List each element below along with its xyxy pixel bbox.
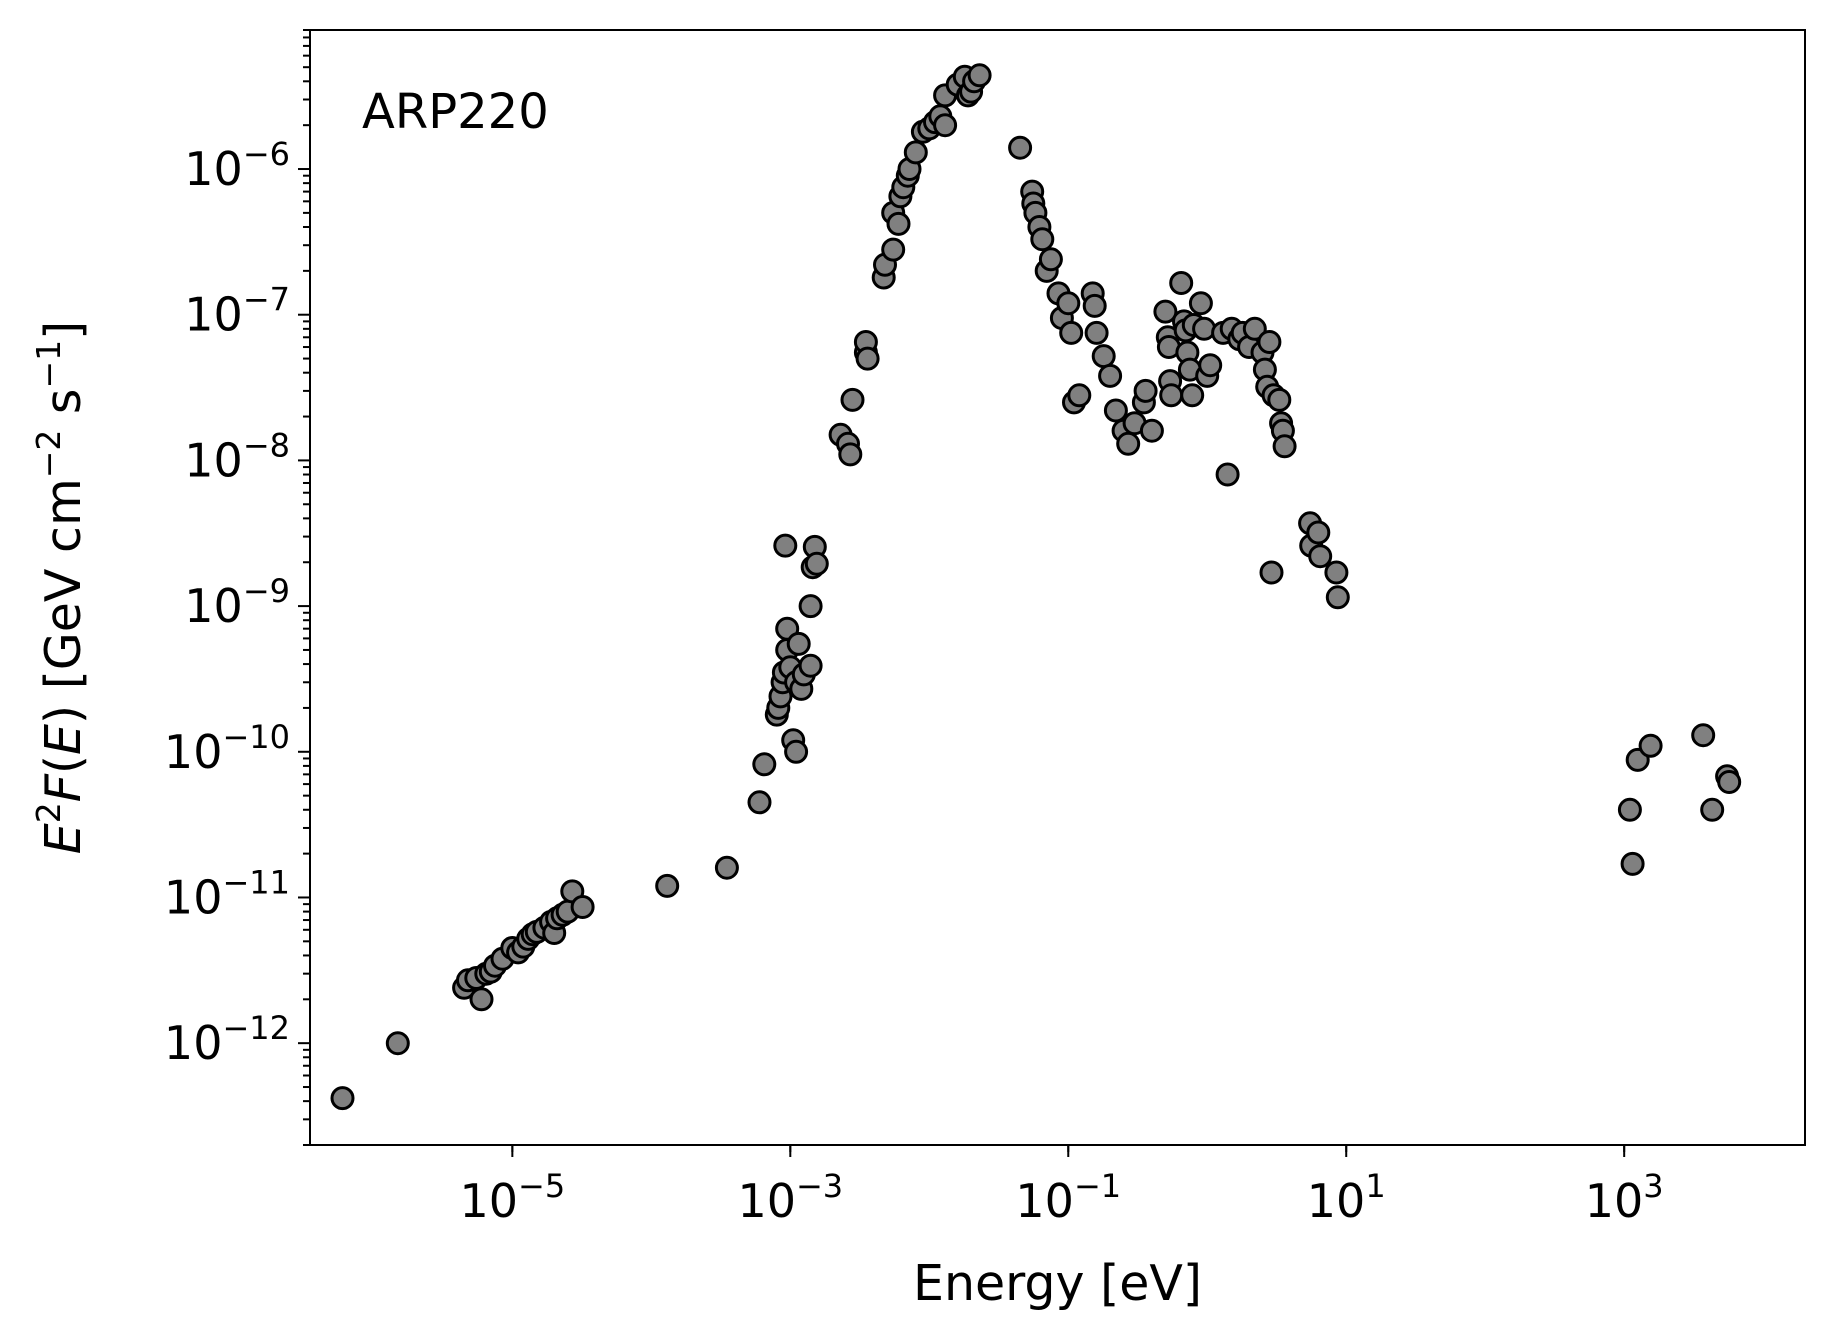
- data-point: [655, 873, 680, 898]
- data-point: [1056, 291, 1081, 316]
- data-point: [1030, 227, 1055, 252]
- data-point: [1059, 320, 1084, 345]
- data-point: [1091, 344, 1116, 369]
- data-point: [1306, 520, 1331, 545]
- data-point: [1215, 462, 1240, 487]
- data-point: [1098, 363, 1123, 388]
- axis-ticks: 10−5 10−3 10−1 101 103 10−12 10−11 10−10 10−9 10−…: [164, 29, 1664, 1228]
- data-point: [1242, 316, 1267, 341]
- data-point: [1103, 398, 1128, 423]
- plot-frame: [309, 29, 1806, 1146]
- x-axis-label: Energy [eV]: [913, 1255, 1202, 1312]
- data-point: [1257, 330, 1282, 354]
- data-point: [855, 346, 880, 371]
- data-point: [1153, 299, 1178, 324]
- chart-annotation: ARP220: [362, 84, 549, 140]
- data-point: [1159, 383, 1184, 408]
- data-point: [1717, 770, 1742, 794]
- data-point: [752, 752, 777, 777]
- x-tick-label: 103: [1585, 1167, 1664, 1228]
- data-point: [1116, 431, 1141, 456]
- data-point: [1067, 383, 1092, 408]
- data-point: [1192, 316, 1217, 341]
- data-point: [1133, 378, 1158, 403]
- x-tick-label: 10−5: [459, 1167, 565, 1228]
- data-points: [330, 63, 1742, 1111]
- data-point: [784, 739, 809, 764]
- data-point: [330, 1086, 355, 1111]
- data-point: [838, 442, 863, 467]
- data-point: [1082, 293, 1107, 318]
- data-point: [786, 631, 811, 656]
- data-point: [714, 855, 739, 880]
- data-point: [1084, 320, 1109, 345]
- y-tick-label: 10−12: [164, 1009, 290, 1070]
- data-point: [1180, 383, 1205, 408]
- data-point: [1169, 271, 1194, 295]
- data-point: [1691, 723, 1716, 748]
- data-point: [804, 551, 829, 576]
- x-tick-label: 10−1: [1015, 1167, 1121, 1228]
- data-point: [1638, 733, 1663, 758]
- y-tick-label: 10−8: [184, 426, 290, 487]
- data-point: [1038, 247, 1063, 272]
- data-point: [1139, 418, 1164, 443]
- data-point: [933, 113, 958, 138]
- data-point: [747, 790, 772, 815]
- data-point: [1325, 585, 1350, 610]
- data-point: [570, 895, 595, 919]
- y-tick-label: 10−9: [184, 572, 290, 633]
- data-point: [1008, 135, 1033, 160]
- y-tick-label: 10−7: [184, 281, 290, 342]
- data-point: [903, 140, 928, 165]
- data-point: [886, 211, 911, 236]
- y-tick-label: 10−11: [164, 863, 290, 924]
- data-point: [1700, 797, 1725, 822]
- data-point: [881, 237, 906, 262]
- data-point: [1267, 387, 1292, 412]
- data-point: [1272, 434, 1297, 459]
- x-tick-label: 10−3: [737, 1167, 843, 1228]
- data-point: [1308, 544, 1333, 569]
- data-point: [1617, 797, 1642, 822]
- x-tick-label: 101: [1307, 1167, 1386, 1228]
- y-tick-label: 10−10: [164, 718, 290, 779]
- data-point: [1324, 560, 1349, 585]
- data-point: [773, 533, 798, 558]
- data-point: [1259, 560, 1284, 585]
- data-point: [840, 387, 865, 412]
- data-point: [1620, 851, 1645, 876]
- data-point: [798, 653, 823, 678]
- data-point: [1198, 353, 1223, 378]
- y-tick-label: 10−6: [184, 135, 290, 196]
- data-point: [385, 1031, 410, 1056]
- data-point: [967, 63, 992, 88]
- y-axis-label: E2F(E) [GeV cm−2 s−1]: [29, 321, 92, 855]
- data-point: [1188, 291, 1213, 316]
- data-point: [469, 987, 494, 1012]
- data-point: [798, 594, 823, 619]
